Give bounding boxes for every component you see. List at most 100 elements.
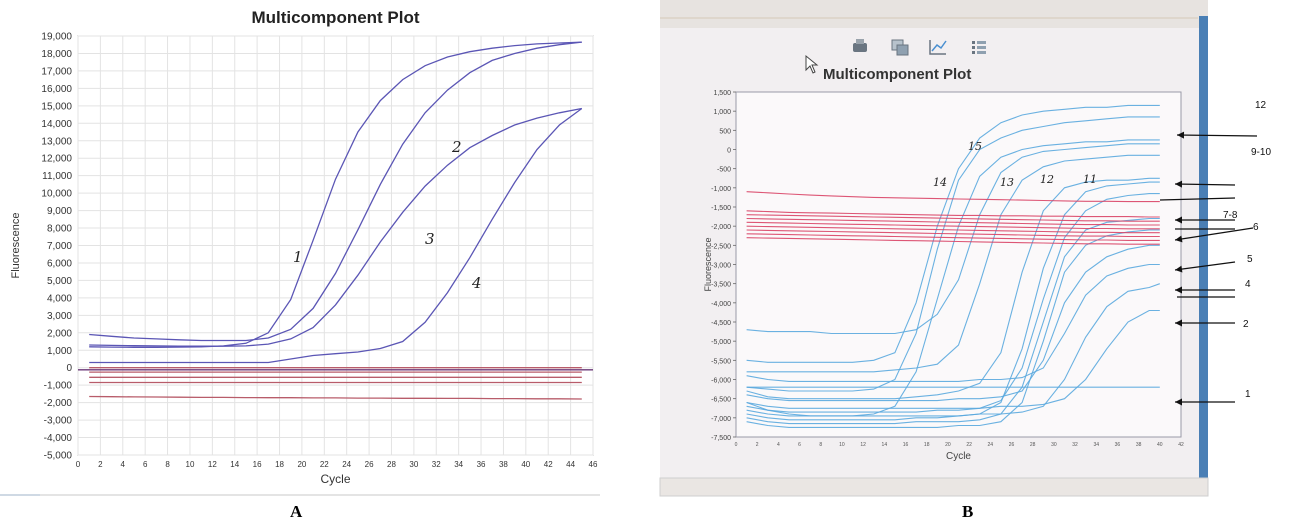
arrow-annotation-1: 1 [1245, 389, 1251, 400]
y-tick-label: 5,000 [47, 276, 72, 287]
annotation-arrowhead [1177, 131, 1185, 139]
curve-annotation-2: 2 [451, 138, 462, 156]
y-tick-label: 9,000 [47, 206, 72, 217]
y-tick-label: 19,000 [41, 32, 72, 43]
curve-annotation-3: 3 [425, 230, 435, 248]
series-line-6 [746, 177, 1160, 400]
x-axis-label: Cycle [320, 472, 350, 486]
plot-area [735, 91, 1182, 438]
y-tick-label: 14,000 [41, 119, 72, 130]
x-axis-label: Cycle [946, 451, 971, 462]
x-tick-label: 12 [208, 460, 217, 469]
panel-b: Multicomponent Plot 1,500 1,000 500 0 -500 -1,… [655, 0, 1309, 524]
series-line-4 [746, 143, 1160, 335]
y-tick-label: 500 [719, 128, 731, 135]
x-tick-label: 14 [882, 442, 888, 448]
cursor-icon [805, 54, 819, 74]
y-tick-label: -4,500 [711, 320, 731, 327]
annotation-arrowhead [1175, 398, 1182, 406]
y-tick-label: -2,000 [44, 398, 73, 409]
y-tick-label: -1,000 [44, 381, 73, 392]
y-tick-label: 0 [66, 363, 72, 374]
x-tick-label: 24 [988, 442, 994, 448]
x-tick-label: 10 [839, 442, 845, 448]
x-tick-label: 10 [186, 460, 195, 469]
curve-annotation-13: 13 [1000, 176, 1014, 189]
series-line-2 [746, 116, 1160, 392]
annotation-arrow-line [1159, 197, 1236, 201]
series-line-12 [746, 263, 1160, 382]
figure-label-b: B [962, 502, 974, 521]
series-line-1 [89, 41, 582, 348]
y-tick-label: 13,000 [41, 136, 72, 147]
x-tick-label: 40 [521, 460, 530, 469]
series-line-14 [746, 309, 1160, 409]
y-axis-label: Fluorescence [10, 212, 22, 278]
x-tick-label: 38 [499, 460, 508, 469]
annotation-arrowhead [1175, 286, 1182, 294]
series-line-20 [746, 221, 1160, 230]
x-tick-label: 34 [454, 460, 463, 469]
arrow-annotation-6: 6 [1253, 222, 1259, 233]
y-tick-label: -2,000 [711, 224, 731, 231]
x-tick-label: 6 [798, 442, 801, 448]
x-tick-label: 2 [756, 442, 759, 448]
window-bottom-strip [659, 477, 1209, 497]
x-tick-label: 38 [1136, 442, 1142, 448]
chart-a: Multicomponent Plot19,00018,00017,00016,… [0, 8, 600, 496]
arrow-annotation-2: 2 [1243, 319, 1249, 330]
series-line-4 [89, 107, 583, 364]
x-tick-label: 14 [230, 460, 239, 469]
series-line-3 [89, 107, 582, 347]
x-tick-label: 44 [566, 460, 575, 469]
series-line-13 [746, 283, 1160, 417]
copy-image-icon [891, 39, 909, 56]
series-line-16 [746, 191, 1160, 203]
figure-label-a: A [290, 502, 303, 521]
y-tick-label: 11,000 [42, 171, 72, 182]
y-tick-label: 17,000 [41, 66, 72, 77]
x-tick-label: 42 [544, 460, 553, 469]
legend-list-icon [972, 41, 986, 54]
x-tick-label: 32 [1072, 442, 1078, 448]
y-tick-label: -2,500 [711, 243, 731, 250]
x-tick-label: 16 [253, 460, 262, 469]
series-line-1 [746, 104, 1160, 363]
y-tick-label: -1,000 [711, 186, 731, 193]
y-tick-label: -5,000 [44, 451, 73, 462]
annotation-arrow-line [1176, 134, 1258, 137]
x-tick-label: 30 [409, 460, 418, 469]
x-tick-label: 46 [589, 460, 598, 469]
x-tick-label: 30 [1051, 442, 1057, 448]
x-tick-label: 24 [342, 460, 351, 469]
curve-annotation-12: 12 [1040, 173, 1054, 186]
window-scroll-edge [1199, 16, 1208, 496]
curve-annotation-11: 11 [1083, 173, 1097, 186]
x-tick-label: 4 [121, 460, 126, 469]
x-tick-label: 12 [860, 442, 866, 448]
window-top-strip [660, 0, 1208, 28]
y-tick-label: 10,000 [41, 189, 72, 200]
x-tick-label: 26 [365, 460, 374, 469]
y-tick-label: 12,000 [41, 154, 72, 165]
y-tick-label: -5,000 [711, 339, 731, 346]
chart-title: Multicomponent Plot [823, 66, 971, 83]
chart-title: Multicomponent Plot [251, 8, 419, 27]
y-tick-label: 18,000 [41, 49, 72, 60]
x-tick-label: 28 [387, 460, 396, 469]
x-tick-label: 32 [432, 460, 441, 469]
y-tick-label: -1,500 [711, 205, 731, 212]
chart-settings-icon [929, 40, 947, 55]
y-tick-label: 2,000 [47, 328, 72, 339]
x-tick-label: 6 [143, 460, 148, 469]
series-line-2 [89, 41, 582, 342]
y-tick-label: -6,500 [711, 397, 731, 404]
series-line-21 [746, 225, 1160, 234]
arrow-annotation-12: 12 [1255, 100, 1267, 111]
annotation-arrowhead [1175, 235, 1183, 243]
y-tick-label: -500 [717, 167, 731, 174]
arrow-annotation-9-10: 9-10 [1251, 147, 1271, 158]
annotation-arrowhead [1175, 180, 1183, 188]
annotation-arrow-line [1174, 183, 1236, 186]
series-line-10 [746, 229, 1160, 428]
